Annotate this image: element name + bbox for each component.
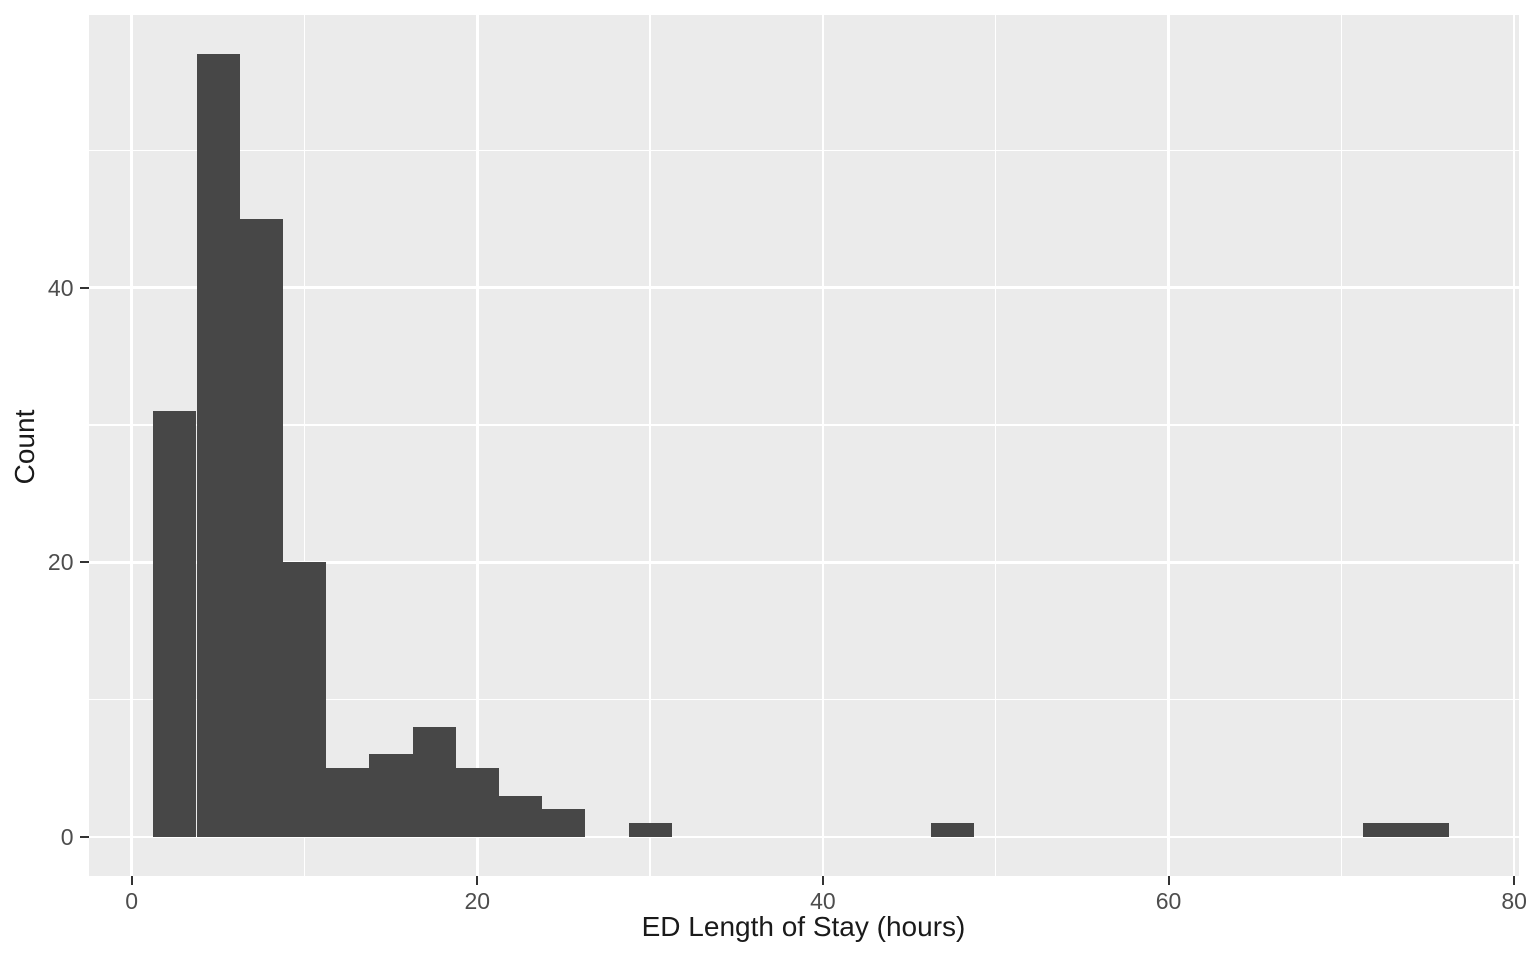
x-tick-label: 80	[1501, 888, 1527, 914]
histogram-bar	[153, 411, 197, 837]
y-minor-gridline	[88, 424, 1519, 426]
x-tick-mark	[130, 876, 133, 885]
histogram-bar	[542, 809, 586, 837]
x-major-gridline	[130, 15, 133, 876]
histogram-bar	[1406, 823, 1450, 837]
x-minor-gridline	[303, 15, 306, 876]
x-major-gridline	[821, 15, 825, 876]
histogram-bar	[412, 727, 456, 837]
x-tick-label: 0	[125, 888, 139, 914]
y-minor-gridline	[88, 698, 1519, 701]
y-major-gridline	[88, 560, 1519, 564]
histogram-bar	[282, 562, 327, 837]
histogram-bar	[239, 218, 283, 837]
x-tick-label: 40	[810, 888, 836, 914]
y-major-gridline	[88, 835, 1519, 839]
histogram-bar	[628, 823, 672, 837]
histogram-bar	[196, 54, 240, 837]
x-tick-label: 60	[1155, 888, 1182, 914]
histogram-bar	[498, 795, 543, 837]
histogram-bar	[326, 768, 370, 837]
y-tick-mark	[79, 286, 89, 289]
x-tick-mark	[1167, 876, 1170, 885]
y-tick-label: 40	[47, 274, 74, 301]
y-major-gridline	[88, 286, 1519, 289]
histogram-bar	[930, 823, 975, 837]
x-tick-mark	[476, 876, 479, 885]
histogram-bar	[455, 768, 499, 837]
x-minor-gridline	[995, 15, 997, 876]
x-tick-mark	[1513, 876, 1516, 885]
y-axis-title: Count	[9, 409, 40, 485]
plot-panel	[88, 15, 1519, 876]
y-tick-mark	[79, 561, 89, 564]
y-tick-label: 0	[60, 823, 74, 850]
histogram-bar	[369, 754, 413, 837]
x-major-gridline	[476, 15, 479, 876]
x-minor-gridline	[649, 15, 651, 876]
x-minor-gridline	[1340, 15, 1343, 876]
histogram-bar	[1362, 823, 1407, 837]
x-axis-title: ED Length of Stay (hours)	[641, 911, 966, 942]
x-tick-label: 20	[464, 888, 491, 914]
x-major-gridline	[1167, 15, 1170, 876]
y-minor-gridline	[88, 149, 1519, 151]
y-tick-label: 20	[47, 549, 74, 576]
x-major-gridline	[1512, 15, 1516, 876]
y-tick-mark	[79, 835, 89, 838]
x-tick-mark	[821, 876, 824, 885]
